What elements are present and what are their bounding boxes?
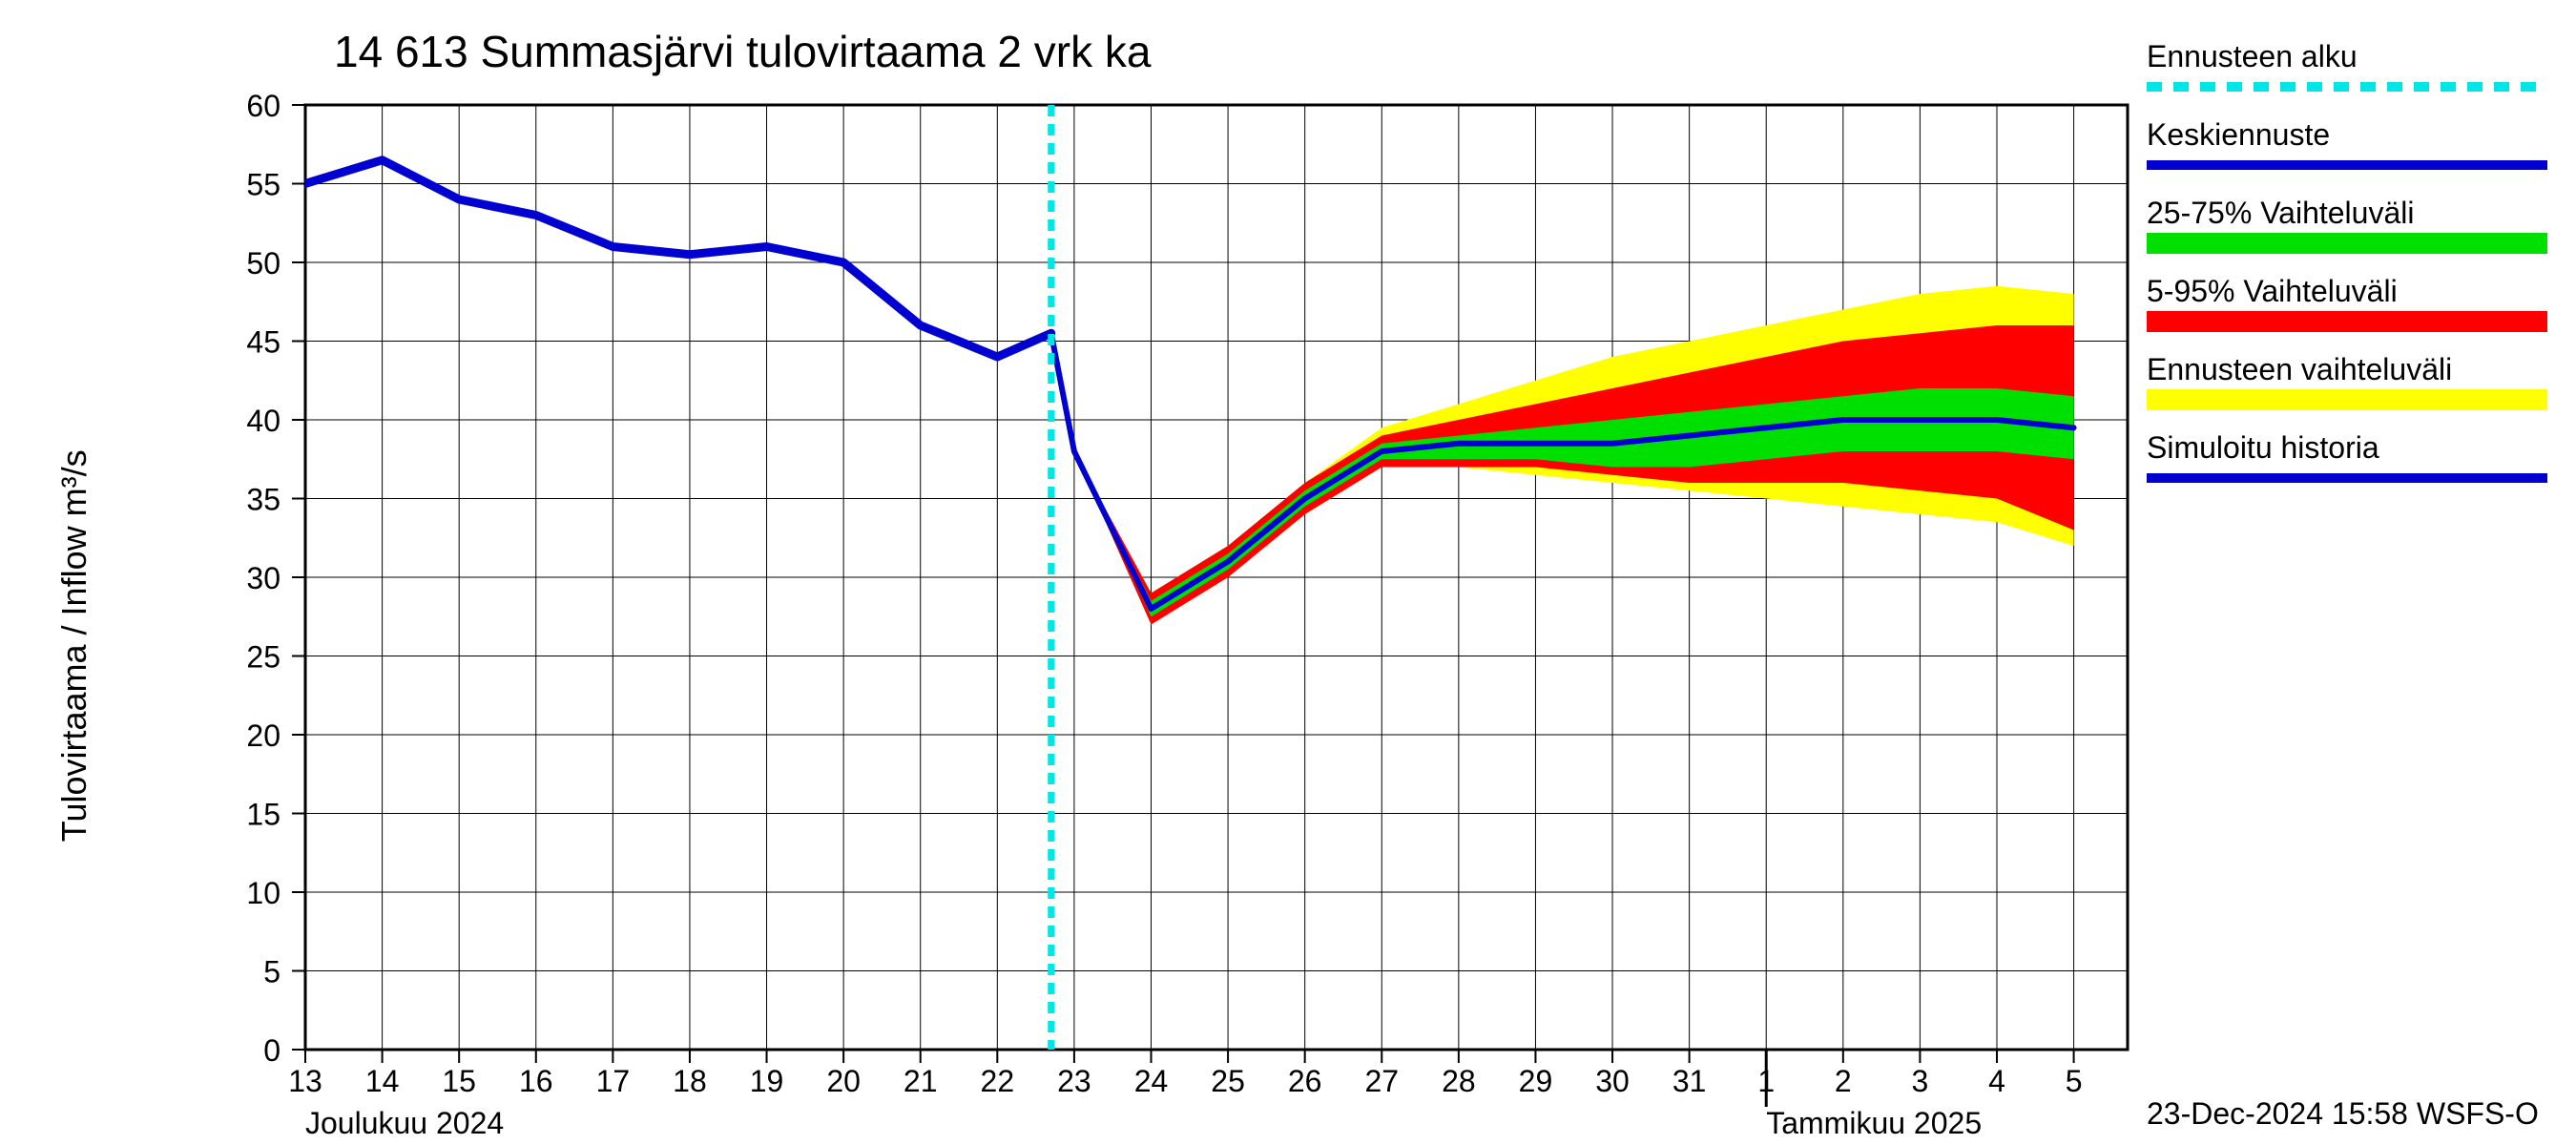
x-tick-label: 30	[1595, 1064, 1630, 1098]
x-tick-label: 15	[442, 1064, 476, 1098]
legend-label: 25-75% Vaihteluväli	[2147, 196, 2414, 230]
x-tick-label: 28	[1442, 1064, 1476, 1098]
x-tick-label: 20	[826, 1064, 861, 1098]
legend-swatch	[2147, 473, 2547, 483]
x-tick-label: 21	[904, 1064, 938, 1098]
y-tick-label: 5	[263, 955, 280, 989]
y-axis-label: Tulovirtaama / Inflow m³/s	[54, 449, 93, 842]
legend-swatch	[2147, 389, 2547, 410]
y-tick-label: 15	[246, 798, 280, 832]
x-tick-label: 22	[981, 1064, 1015, 1098]
legend-label: Ennusteen alku	[2147, 39, 2358, 73]
x-tick-label: 27	[1364, 1064, 1399, 1098]
legend-label: 5-95% Vaihteluväli	[2147, 274, 2398, 308]
month-label: Joulukuu 2024	[305, 1106, 504, 1140]
chart-container: 0510152025303540455055601314151617181920…	[0, 0, 2576, 1145]
x-tick-label: 19	[750, 1064, 784, 1098]
x-tick-label: 23	[1057, 1064, 1091, 1098]
x-tick-label: 29	[1519, 1064, 1553, 1098]
x-tick-label: 5	[2066, 1064, 2083, 1098]
x-tick-label: 24	[1134, 1064, 1169, 1098]
y-tick-label: 55	[246, 168, 280, 202]
x-tick-label: 2	[1835, 1064, 1852, 1098]
legend-swatch	[2147, 311, 2547, 332]
y-tick-label: 10	[246, 876, 280, 910]
y-tick-label: 25	[246, 640, 280, 675]
footer-label: 23-Dec-2024 15:58 WSFS-O	[2147, 1096, 2539, 1131]
x-tick-label: 4	[1988, 1064, 2005, 1098]
x-tick-label: 17	[596, 1064, 631, 1098]
x-tick-label: 16	[519, 1064, 553, 1098]
y-tick-label: 60	[246, 89, 280, 123]
x-tick-label: 26	[1288, 1064, 1322, 1098]
chart-title: 14 613 Summasjärvi tulovirtaama 2 vrk ka	[334, 27, 1152, 76]
x-tick-label: 14	[365, 1064, 400, 1098]
y-tick-label: 30	[246, 561, 280, 595]
y-tick-label: 0	[263, 1033, 280, 1068]
y-tick-label: 50	[246, 246, 280, 281]
legend-swatch	[2147, 233, 2547, 254]
y-tick-label: 20	[246, 718, 280, 753]
x-tick-label: 18	[673, 1064, 707, 1098]
y-tick-label: 45	[246, 325, 280, 360]
y-tick-label: 35	[246, 483, 280, 517]
chart-svg: 0510152025303540455055601314151617181920…	[0, 0, 2576, 1145]
month-label: Tammikuu 2025	[1766, 1106, 1982, 1140]
x-tick-label: 13	[288, 1064, 322, 1098]
x-tick-label: 3	[1912, 1064, 1929, 1098]
legend-label: Keskiennuste	[2147, 117, 2330, 152]
legend-swatch	[2147, 160, 2547, 170]
y-tick-label: 40	[246, 404, 280, 438]
x-tick-label: 31	[1672, 1064, 1707, 1098]
x-tick-label: 25	[1211, 1064, 1245, 1098]
legend-label: Simuloitu historia	[2147, 430, 2379, 465]
legend-label: Ennusteen vaihteluväli	[2147, 352, 2452, 386]
